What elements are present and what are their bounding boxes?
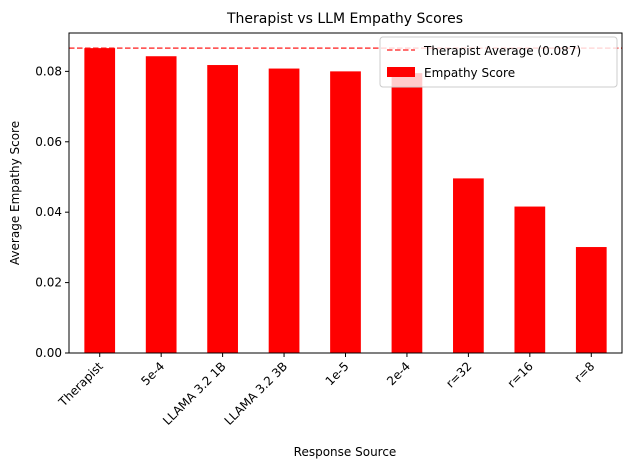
bar-r-16 <box>514 206 546 353</box>
y-tick-label: 0.02 <box>35 276 62 290</box>
legend-reference-label: Therapist Average (0.087) <box>423 44 581 58</box>
bar-5e-4 <box>145 56 177 354</box>
x-axis-label: Response Source <box>294 445 397 459</box>
bar-llama-3-2-3b <box>268 68 300 354</box>
y-tick-label: 0.04 <box>35 205 62 219</box>
legend-bar-swatch <box>387 67 415 77</box>
y-tick-label: 0.00 <box>35 346 62 360</box>
bar-therapist <box>84 48 116 353</box>
y-tick-label: 0.06 <box>35 135 62 149</box>
legend: Therapist Average (0.087) Empathy Score <box>379 36 618 88</box>
legend-box <box>379 36 618 88</box>
bar-1e-5 <box>330 71 361 354</box>
bars-group <box>84 48 607 354</box>
chart-title: Therapist vs LLM Empathy Scores <box>226 11 463 27</box>
y-axis-ticks: 0.00 0.02 0.04 0.06 0.08 <box>35 64 69 360</box>
y-tick-label: 0.08 <box>35 64 62 78</box>
bar-r-32 <box>453 178 484 353</box>
bar-2e-4 <box>391 73 423 353</box>
legend-series-label: Empathy Score <box>424 66 515 80</box>
y-axis-label: Average Empathy Score <box>8 121 22 265</box>
bar-r-8 <box>575 247 607 353</box>
bar-llama-3-2-1b <box>207 65 238 353</box>
